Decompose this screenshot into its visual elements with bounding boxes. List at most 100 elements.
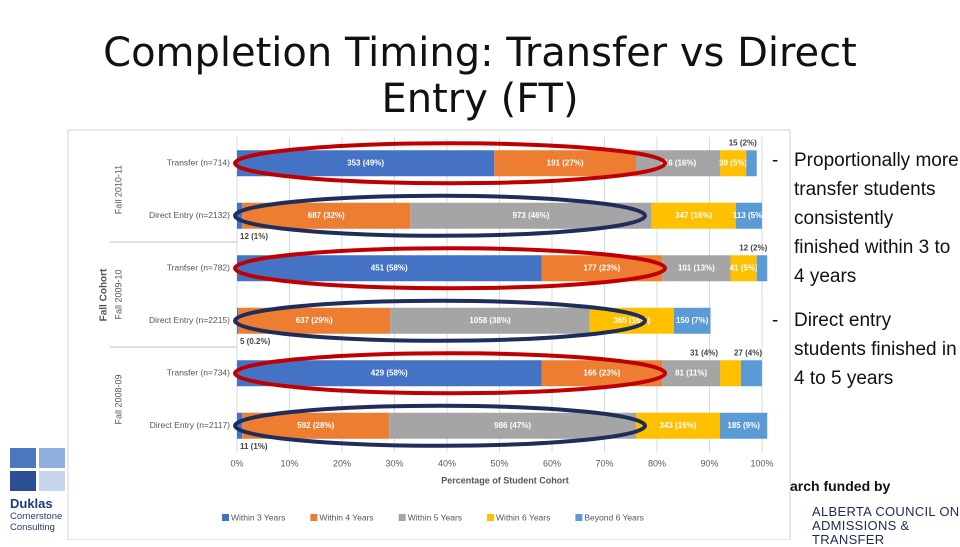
value-label: 101 (13%): [678, 263, 715, 272]
bar-segment: [720, 412, 768, 439]
bar-segment: [746, 150, 757, 177]
value-label: 12 (2%): [739, 243, 767, 252]
legend-label: Within 5 Years: [408, 512, 462, 522]
value-label: 429 (58%): [371, 368, 408, 377]
x-tick-label: 70%: [595, 458, 613, 468]
bar-segment: [651, 202, 736, 229]
value-label: 31 (4%): [690, 348, 718, 357]
value-label: 365 (16%): [613, 316, 650, 325]
value-label: 27 (4%): [734, 348, 762, 357]
value-label: 166 (23%): [583, 368, 620, 377]
bar-segment: [636, 412, 720, 439]
y-tick-label: Direct Entry (n=2132): [149, 210, 230, 220]
bar-segment: [237, 412, 243, 439]
x-tick-label: 50%: [490, 458, 508, 468]
value-label: 592 (28%): [297, 421, 334, 430]
highlight-oval: [233, 141, 667, 186]
value-label: 150 (7%): [676, 316, 709, 325]
bar-segment: [237, 255, 542, 282]
bullet: Direct entry students finished in 4 to 5…: [770, 306, 960, 393]
logo-line: Duklas: [10, 496, 53, 511]
y-axis-label: Fall Cohort: [99, 268, 110, 321]
x-tick-label: 10%: [280, 458, 298, 468]
x-tick-label: 20%: [333, 458, 351, 468]
value-label: 347 (16%): [675, 211, 712, 220]
funder-logo: ALBERTA COUNCIL ON ADMISSIONS & TRANSFER: [812, 505, 960, 547]
x-tick-label: 0%: [230, 458, 243, 468]
value-label: 5 (0.2%): [240, 337, 271, 346]
bar-segment: [494, 150, 636, 177]
bar-segment: [237, 150, 495, 177]
value-label: 353 (49%): [347, 158, 384, 167]
value-label: 116 (16%): [660, 158, 697, 167]
legend-label: Within 6 Years: [496, 512, 550, 522]
bar-segment: [673, 307, 711, 334]
value-label: 41 (5%): [730, 263, 758, 272]
y-tick-label: Transfer (n=734): [167, 368, 230, 378]
bar-segment: [662, 255, 731, 282]
bar-segment: [720, 150, 747, 177]
value-label: 81 (11%): [675, 368, 707, 377]
value-label: 986 (47%): [494, 421, 531, 430]
bar-segment: [756, 255, 768, 282]
value-label: 191 (27%): [547, 158, 584, 167]
y-tick-label: Direct Entry (n=2215): [149, 315, 230, 325]
group-label: Fall 2010-11: [113, 165, 123, 214]
y-tick-label: Direct Entry (n=2117): [150, 420, 231, 430]
bar-segment: [237, 202, 243, 229]
funder-line: ADMISSIONS & TRANSFER: [812, 518, 910, 547]
value-label: 973 (46%): [513, 211, 550, 220]
company-logo: Duklas Cornerstone Consulting: [10, 496, 62, 533]
group-label: Fall 2009-10: [113, 269, 123, 319]
value-label: 451 (58%): [371, 263, 408, 272]
bar-segment: [237, 307, 239, 334]
highlight-oval: [233, 246, 667, 291]
legend-swatch: [310, 514, 318, 521]
legend-swatch: [222, 514, 229, 521]
value-label: 39 (5%): [719, 158, 747, 167]
value-label: 343 (16%): [660, 421, 697, 430]
value-label: 185 (9%): [727, 421, 760, 430]
value-label: 12 (1%): [240, 232, 268, 241]
x-axis-label: Percentage of Student Cohort: [441, 475, 569, 485]
bar-segment: [390, 307, 590, 334]
highlight-oval: [233, 351, 667, 396]
legend-swatch: [398, 514, 406, 521]
legend-label: Within 4 Years: [319, 512, 373, 522]
bar-segment: [730, 255, 757, 282]
legend-swatch: [575, 514, 583, 521]
highlight-oval: [233, 298, 647, 343]
value-label: 11 (1%): [240, 442, 268, 451]
x-tick-label: 80%: [648, 458, 666, 468]
logo-squares: [10, 448, 65, 491]
legend-label: Within 3 Years: [231, 512, 285, 522]
bar-segment: [720, 360, 741, 387]
group-label: Fall 2008-09: [113, 374, 123, 424]
logo-square: [10, 448, 36, 468]
highlight-oval: [233, 403, 647, 448]
value-label: 1058 (38%): [469, 316, 511, 325]
logo-line: Consulting: [10, 522, 55, 533]
bar-segment: [242, 412, 390, 439]
logo-square: [39, 471, 65, 491]
slide-title: Completion Timing: Transfer vs Direct En…: [103, 30, 857, 122]
y-tick-label: Transfer (n=714): [167, 158, 230, 168]
value-label: 15 (2%): [729, 138, 757, 147]
bar-segment: [242, 202, 411, 229]
bar-segment: [662, 360, 720, 387]
value-label: 113 (5%): [733, 211, 765, 220]
bar-segment: [735, 202, 762, 229]
x-tick-label: 40%: [438, 458, 456, 468]
x-tick-label: 60%: [543, 458, 561, 468]
logo-square: [39, 448, 65, 468]
funding-text: arch funded by: [790, 478, 891, 494]
value-label: 637 (29%): [296, 316, 333, 325]
legend-label: Beyond 6 Years: [584, 512, 644, 522]
highlight-oval: [233, 193, 647, 238]
bar-segment: [237, 360, 542, 387]
bar-segment: [389, 412, 636, 439]
funder-line: ALBERTA COUNCIL ON: [812, 504, 960, 519]
y-tick-label: Tranfser (n=782): [167, 263, 230, 273]
